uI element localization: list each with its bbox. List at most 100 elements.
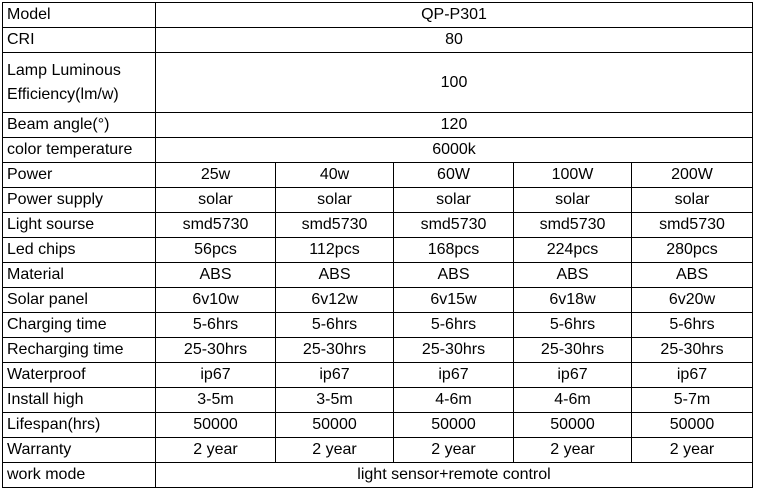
row-label: Solar panel [2, 287, 156, 313]
row-value: 100 [155, 52, 753, 113]
row-value: 112pcs [275, 237, 394, 263]
row-cri: CRI 80 [2, 27, 753, 53]
row-value: 5-6hrs [631, 312, 753, 338]
row-label: Model [2, 2, 156, 28]
row-label: color temperature [2, 137, 156, 163]
table-row: Power 25w 40w 60W 100W 200W [2, 162, 753, 188]
row-label: Power [2, 162, 156, 188]
table-row: Charging time 5-6hrs 5-6hrs 5-6hrs 5-6hrs 5-6… [2, 312, 753, 338]
row-value: 50000 [275, 412, 394, 438]
row-beam-angle: Beam angle(°) 120 [2, 112, 753, 138]
row-value: 2 year [513, 437, 632, 463]
row-value: 224pcs [513, 237, 632, 263]
row-value: 2 year [631, 437, 753, 463]
row-value: 5-6hrs [393, 312, 514, 338]
row-value: ABS [631, 262, 753, 288]
row-label: Led chips [2, 237, 156, 263]
row-value: 6v15w [393, 287, 514, 313]
row-value: 56pcs [155, 237, 276, 263]
row-value: 50000 [513, 412, 632, 438]
row-value: 5-7m [631, 387, 753, 413]
row-value: 50000 [631, 412, 753, 438]
row-value: 40w [275, 162, 394, 188]
row-value: 6v12w [275, 287, 394, 313]
row-color-temperature: color temperature 6000k [2, 137, 753, 163]
row-label: Warranty [2, 437, 156, 463]
table-row: Solar panel 6v10w 6v12w 6v15w 6v18w 6v20w [2, 287, 753, 313]
row-value: 200W [631, 162, 753, 188]
row-value: ABS [275, 262, 394, 288]
row-value: 25-30hrs [275, 337, 394, 363]
row-value: 25w [155, 162, 276, 188]
row-value: smd5730 [155, 212, 276, 238]
row-value: 80 [155, 27, 753, 53]
row-value: 5-6hrs [155, 312, 276, 338]
row-value: light sensor+remote control [155, 462, 753, 488]
row-value: 50000 [393, 412, 514, 438]
row-value: smd5730 [275, 212, 394, 238]
row-label: work mode [2, 462, 156, 488]
table-row: Warranty 2 year 2 year 2 year 2 year 2 year [2, 437, 753, 463]
row-value: ABS [155, 262, 276, 288]
row-value: 25-30hrs [631, 337, 753, 363]
row-value: 168pcs [393, 237, 514, 263]
table-row: Power supply solar solar solar solar solar [2, 187, 753, 213]
row-value: 5-6hrs [513, 312, 632, 338]
row-value: ip67 [155, 362, 276, 388]
row-value: smd5730 [393, 212, 514, 238]
table-row: Install high 3-5m 3-5m 4-6m 4-6m 5-7m [2, 387, 753, 413]
row-label: Lifespan(hrs) [2, 412, 156, 438]
row-label: Beam angle(°) [2, 112, 156, 138]
row-label: Light sourse [2, 212, 156, 238]
row-value: 120 [155, 112, 753, 138]
row-label: Lamp Luminous Efficiency(lm/w) [2, 52, 156, 113]
row-value: smd5730 [513, 212, 632, 238]
row-value: solar [513, 187, 632, 213]
row-value: 4-6m [513, 387, 632, 413]
table-row: Material ABS ABS ABS ABS ABS [2, 262, 753, 288]
row-value: 2 year [393, 437, 514, 463]
row-value: ip67 [275, 362, 394, 388]
table-row: Lifespan(hrs) 50000 50000 50000 50000 50000 [2, 412, 753, 438]
row-value: 50000 [155, 412, 276, 438]
row-label: Recharging time [2, 337, 156, 363]
row-efficiency: Lamp Luminous Efficiency(lm/w) 100 [2, 52, 753, 113]
row-value: 25-30hrs [155, 337, 276, 363]
row-value: 25-30hrs [393, 337, 514, 363]
row-value: QP-P301 [155, 2, 753, 28]
row-value: solar [631, 187, 753, 213]
row-value: 3-5m [155, 387, 276, 413]
table-row: Recharging time 25-30hrs 25-30hrs 25-30hrs 2… [2, 337, 753, 363]
row-value: 4-6m [393, 387, 514, 413]
row-value: 6v18w [513, 287, 632, 313]
row-value: 6v10w [155, 287, 276, 313]
row-value: 25-30hrs [513, 337, 632, 363]
row-value: ABS [513, 262, 632, 288]
row-model: Model QP-P301 [2, 2, 753, 28]
row-value: 60W [393, 162, 514, 188]
row-value: 5-6hrs [275, 312, 394, 338]
row-value: 6v20w [631, 287, 753, 313]
row-value: smd5730 [631, 212, 753, 238]
row-label: Power supply [2, 187, 156, 213]
spec-table: Model QP-P301 CRI 80 Lamp Luminous Effic… [2, 2, 753, 488]
row-value: solar [275, 187, 394, 213]
row-label: Charging time [2, 312, 156, 338]
row-value: solar [155, 187, 276, 213]
row-value: ip67 [393, 362, 514, 388]
row-value: 3-5m [275, 387, 394, 413]
row-label: Install high [2, 387, 156, 413]
row-value: 2 year [155, 437, 276, 463]
row-value: 280pcs [631, 237, 753, 263]
row-value: ip67 [513, 362, 632, 388]
row-label: Waterproof [2, 362, 156, 388]
table-row: Light sourse smd5730 smd5730 smd5730 smd5730… [2, 212, 753, 238]
table-row: Waterproof ip67 ip67 ip67 ip67 ip67 [2, 362, 753, 388]
row-value: solar [393, 187, 514, 213]
row-work-mode: work mode light sensor+remote control [2, 462, 753, 488]
row-label: Material [2, 262, 156, 288]
row-value: ABS [393, 262, 514, 288]
row-value: 100W [513, 162, 632, 188]
row-value: ip67 [631, 362, 753, 388]
table-row: Led chips 56pcs 112pcs 168pcs 224pcs 280pcs [2, 237, 753, 263]
